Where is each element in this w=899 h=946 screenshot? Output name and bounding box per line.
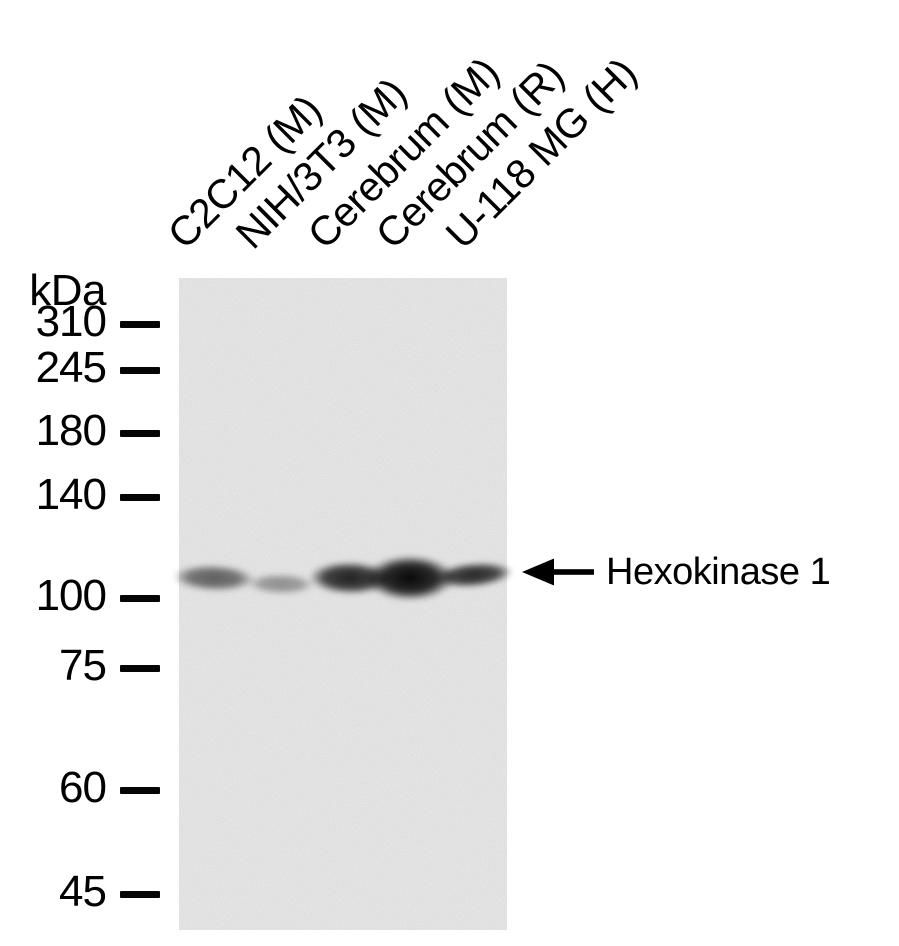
blot-noise-texture	[179, 278, 507, 930]
blot-membrane	[173, 278, 513, 930]
marker-tick	[120, 665, 160, 672]
marker-tick	[120, 891, 160, 898]
marker-tick	[120, 321, 160, 328]
marker-label: 75	[59, 641, 107, 690]
kda-unit-label: kDa	[29, 266, 106, 315]
marker-tick	[120, 787, 160, 794]
marker-label: 45	[59, 867, 107, 916]
marker-label: 245	[35, 343, 107, 392]
marker-label: 140	[35, 470, 107, 519]
marker-label: 100	[35, 571, 107, 620]
marker-tick	[120, 430, 160, 437]
marker-tick	[120, 595, 160, 602]
marker-label: 180	[35, 406, 107, 455]
band-annotation-label: Hexokinase 1	[606, 551, 831, 593]
marker-tick	[120, 367, 160, 374]
marker-label: 310	[35, 297, 107, 346]
arrow-left-icon	[522, 558, 594, 586]
marker-tick	[120, 494, 160, 501]
marker-label: 60	[59, 763, 107, 812]
